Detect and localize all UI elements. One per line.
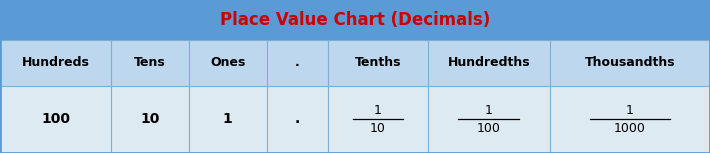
Bar — [0, 40, 710, 86]
Text: 10: 10 — [141, 112, 160, 126]
Text: 10: 10 — [370, 122, 386, 135]
Text: 1: 1 — [485, 104, 493, 117]
Text: Tens: Tens — [134, 56, 166, 69]
Text: 100: 100 — [41, 112, 70, 126]
Bar — [0, 86, 710, 153]
Text: Thousandths: Thousandths — [585, 56, 675, 69]
Text: Hundredths: Hundredths — [447, 56, 530, 69]
Text: .: . — [295, 56, 300, 69]
Text: Ones: Ones — [210, 56, 246, 69]
Text: 1: 1 — [626, 104, 634, 117]
Text: Tenths: Tenths — [354, 56, 401, 69]
Bar — [0, 0, 710, 40]
Text: 100: 100 — [477, 122, 501, 135]
Text: Place Value Chart (Decimals): Place Value Chart (Decimals) — [220, 11, 490, 29]
Text: .: . — [295, 112, 300, 126]
Text: 1000: 1000 — [614, 122, 646, 135]
Text: 1: 1 — [374, 104, 382, 117]
Text: Hundreds: Hundreds — [21, 56, 89, 69]
Text: 1: 1 — [223, 112, 233, 126]
